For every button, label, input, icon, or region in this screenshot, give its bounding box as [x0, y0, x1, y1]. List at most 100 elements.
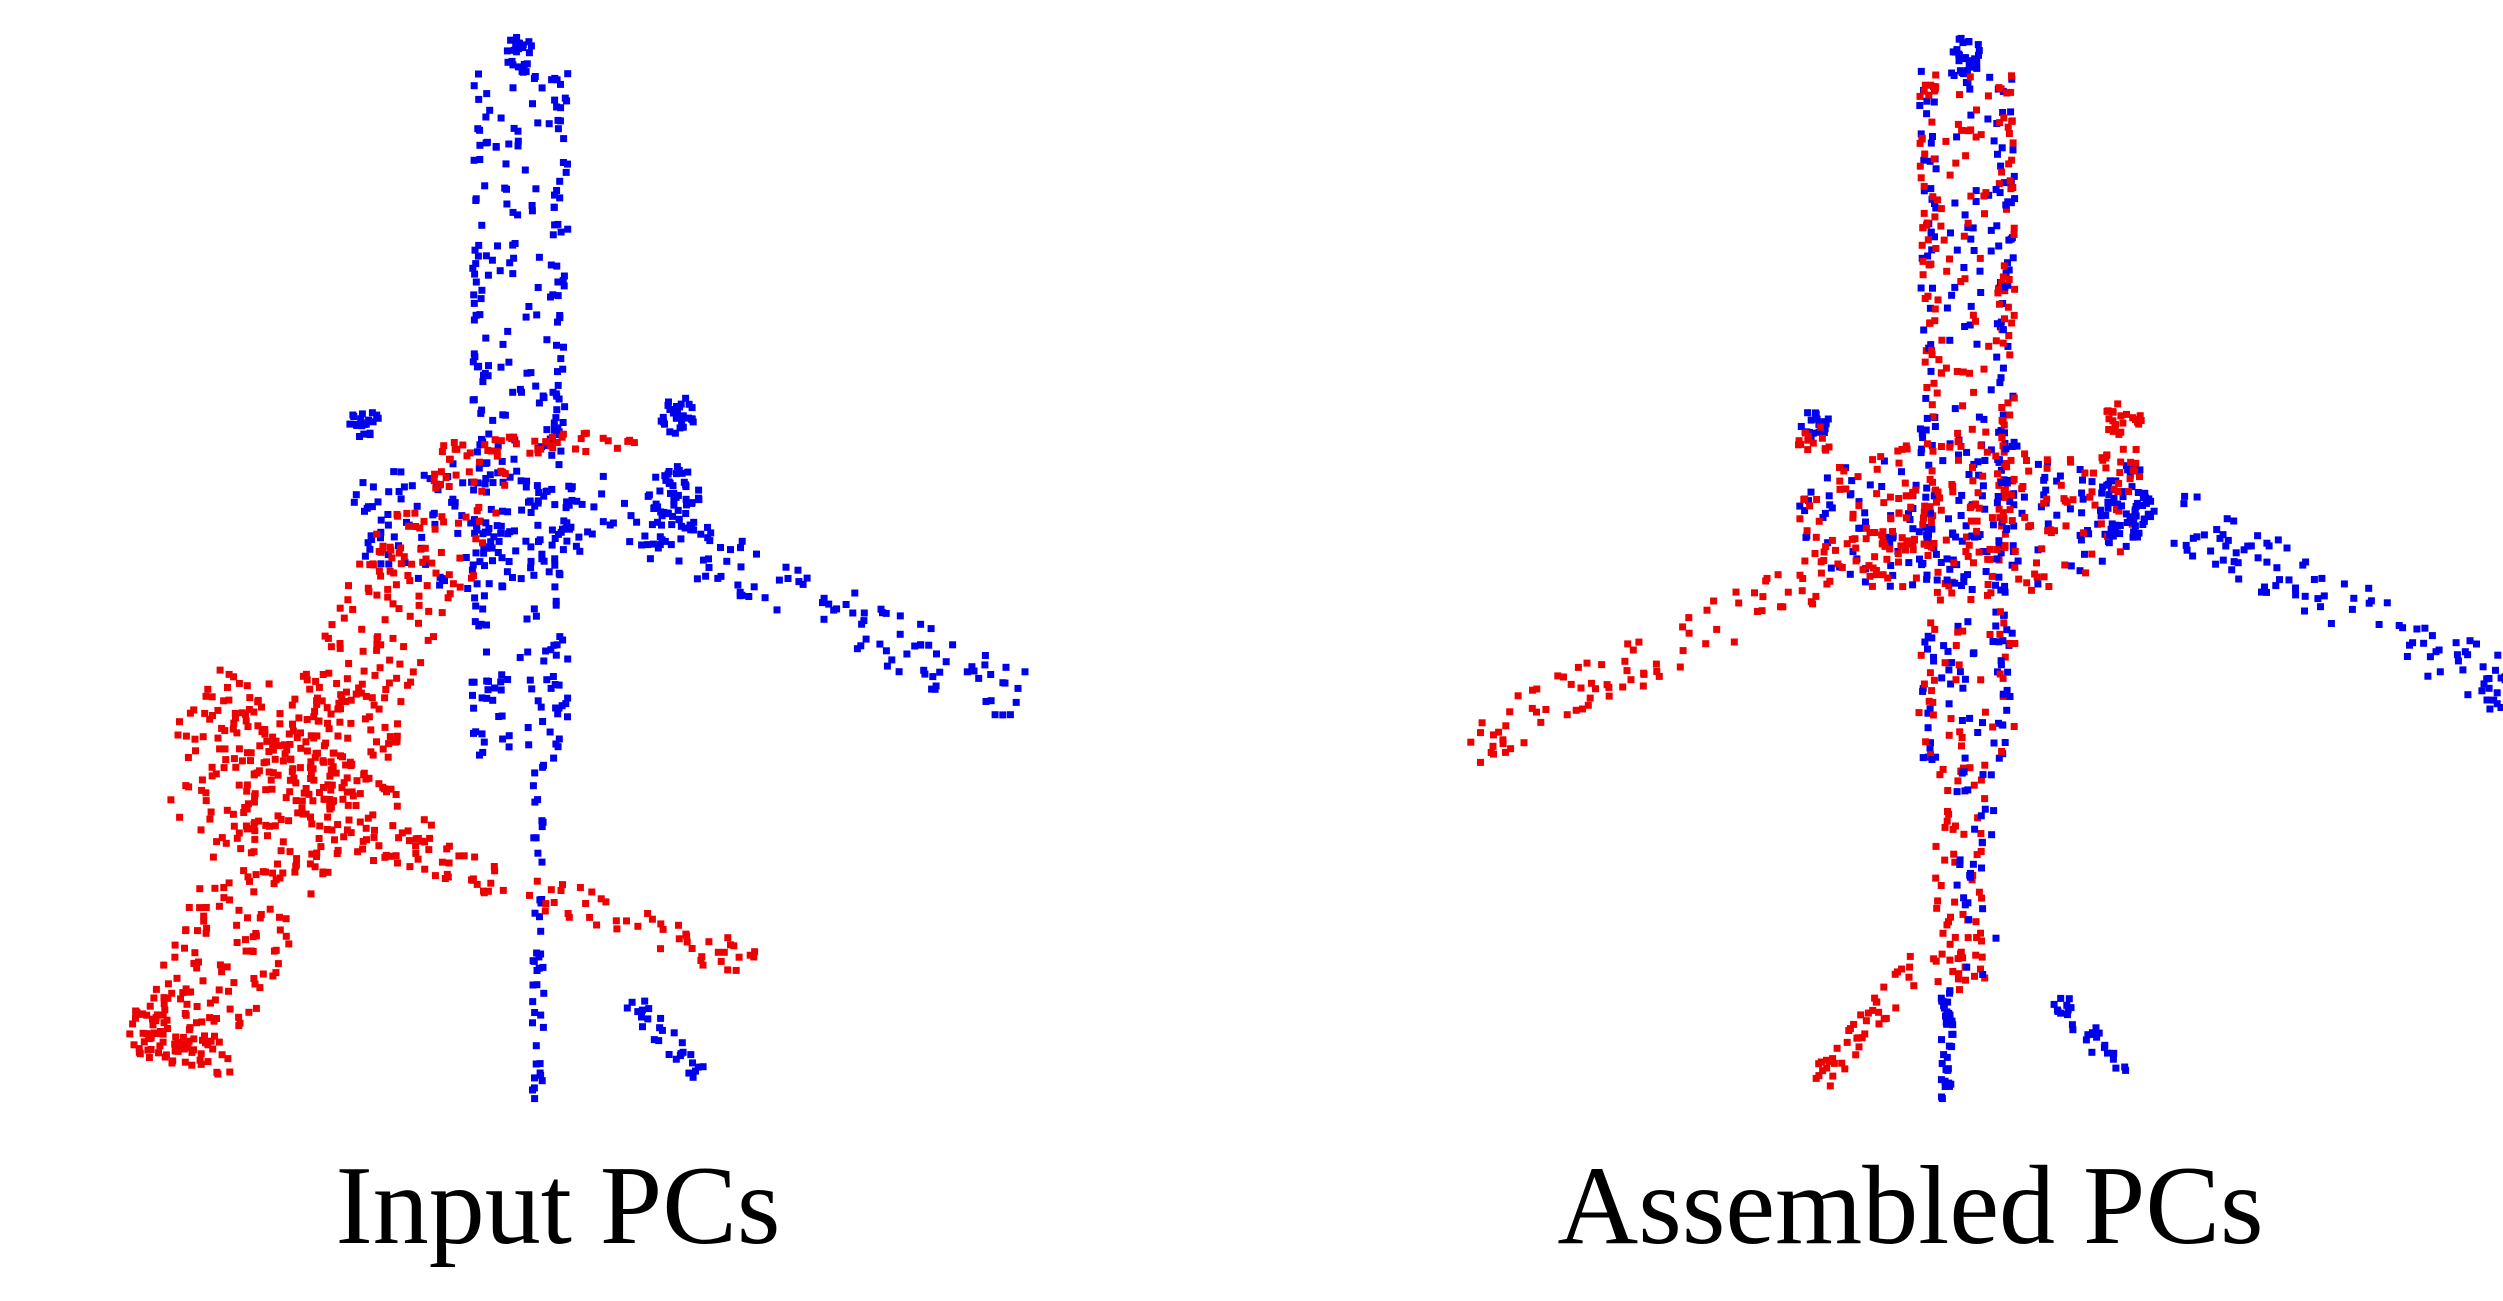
blue-point	[543, 676, 551, 684]
red-point	[1924, 236, 1932, 244]
red-point	[325, 669, 333, 677]
red-point	[1998, 404, 2006, 411]
red-point	[182, 927, 190, 935]
blue-point	[498, 582, 506, 590]
blue-point	[1861, 509, 1869, 517]
blue-point	[531, 1095, 539, 1103]
blue-point	[1948, 1043, 1956, 1051]
blue-point	[862, 635, 870, 643]
red-point	[333, 850, 341, 857]
blue-point	[888, 656, 896, 664]
red-point	[1811, 550, 1819, 557]
blue-point	[559, 546, 567, 554]
red-point	[1906, 952, 1914, 960]
red-point	[235, 1013, 243, 1021]
red-point	[1917, 651, 1925, 659]
blue-point	[1987, 226, 1995, 234]
red-point	[126, 1030, 134, 1038]
blue-point	[469, 358, 477, 366]
red-point	[373, 640, 381, 648]
red-point	[264, 832, 271, 840]
red-point	[2109, 417, 2117, 425]
blue-point	[484, 544, 492, 552]
red-point	[377, 572, 385, 580]
red-point	[1529, 686, 1536, 694]
red-point	[269, 869, 277, 877]
red-point	[1937, 882, 1945, 889]
blue-point	[2235, 575, 2243, 583]
red-point	[286, 788, 294, 796]
blue-point	[1918, 430, 1926, 438]
blue-point	[1992, 622, 2000, 630]
blue-point	[554, 368, 561, 376]
blue-point	[1958, 717, 1966, 724]
red-point	[1962, 548, 1970, 555]
red-point	[145, 1054, 153, 1061]
blue-point	[1992, 934, 2000, 942]
red-point	[1732, 588, 1740, 596]
blue-point	[2254, 532, 2262, 540]
red-point	[242, 947, 250, 955]
red-point	[1919, 520, 1927, 528]
blue-point	[2150, 507, 2158, 515]
blue-point	[495, 713, 503, 720]
blue-point	[2076, 567, 2084, 575]
blue-point	[2283, 544, 2291, 552]
blue-point	[483, 694, 491, 702]
blue-point	[469, 264, 477, 272]
red-point	[2047, 529, 2055, 537]
red-point	[1845, 1027, 1853, 1034]
red-point	[487, 447, 495, 455]
red-point	[582, 429, 590, 437]
red-point	[1977, 830, 1985, 837]
red-point	[1730, 638, 1738, 646]
red-point	[1959, 368, 1967, 376]
blue-point	[1955, 57, 1963, 65]
red-point	[293, 734, 301, 742]
blue-point	[2001, 588, 2009, 596]
blue-point	[1807, 488, 1815, 496]
red-point	[1759, 593, 1767, 601]
red-point	[497, 467, 505, 475]
red-point	[648, 915, 656, 923]
blue-point	[1979, 482, 1987, 490]
red-point	[1836, 485, 1844, 493]
red-point	[222, 756, 230, 764]
blue-point	[2064, 1006, 2072, 1014]
red-point	[1977, 676, 1985, 684]
red-point	[250, 771, 258, 779]
red-point	[1627, 676, 1635, 684]
red-point	[1997, 85, 2005, 93]
red-point	[2023, 457, 2030, 464]
blue-point	[1975, 471, 1983, 479]
red-point	[2105, 426, 2113, 433]
blue-point	[819, 599, 826, 607]
red-point	[1973, 527, 1981, 535]
red-point	[318, 697, 326, 705]
red-point	[183, 1000, 191, 1008]
blue-point	[549, 673, 557, 680]
red-point	[202, 929, 210, 937]
red-point	[1933, 588, 1941, 596]
red-point	[1506, 708, 1514, 716]
blue-point	[1807, 416, 1815, 424]
red-point	[258, 727, 266, 735]
blue-point	[475, 464, 483, 472]
blue-point	[2189, 534, 2197, 542]
blue-point	[1812, 410, 1820, 418]
blue-point	[2493, 689, 2501, 697]
blue-point	[1927, 739, 1934, 747]
blue-point	[2097, 506, 2104, 514]
red-point	[541, 907, 549, 915]
blue-point	[561, 403, 569, 411]
red-point	[2004, 399, 2012, 407]
blue-point	[882, 609, 890, 617]
red-point	[244, 873, 252, 881]
red-point	[258, 703, 265, 711]
red-point	[2001, 543, 2009, 551]
blue-point	[1931, 423, 1939, 430]
blue-point	[1886, 540, 1894, 548]
red-point	[1982, 428, 1990, 436]
blue-point	[1993, 499, 2001, 507]
blue-point	[1941, 1077, 1949, 1085]
